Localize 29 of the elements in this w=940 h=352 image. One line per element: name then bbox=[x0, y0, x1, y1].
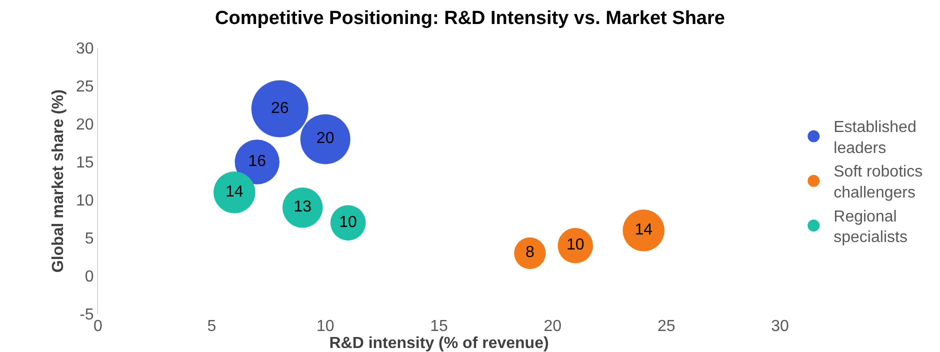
y-tick-label: 5 bbox=[84, 230, 94, 248]
y-axis-title: Global market share (%) bbox=[50, 89, 67, 273]
data-label: 26 bbox=[270, 100, 289, 117]
data-label: 16 bbox=[248, 153, 266, 170]
data-label: 8 bbox=[525, 244, 534, 262]
y-tick-label: 30 bbox=[76, 40, 94, 58]
data-label: 10 bbox=[339, 214, 358, 231]
data-label: 10 bbox=[566, 236, 584, 254]
x-tick-label: 15 bbox=[430, 318, 448, 335]
legend-label: Soft robotics challengers bbox=[834, 164, 923, 202]
data-label: 14 bbox=[226, 183, 244, 200]
y-tick-label: -5 bbox=[80, 306, 94, 324]
x-tick-label: 25 bbox=[657, 318, 676, 335]
data-label: 20 bbox=[316, 130, 334, 148]
y-tick-label: 10 bbox=[76, 192, 94, 210]
x-tick-label: 5 bbox=[207, 318, 216, 335]
y-tick-label: 0 bbox=[84, 268, 94, 286]
y-tick-label: 20 bbox=[76, 116, 94, 134]
chart-title: Competitive Positioning: R&D Intensity vs. Market Share bbox=[215, 8, 725, 29]
legend-label: Established leaders bbox=[834, 119, 916, 157]
x-tick-label: 20 bbox=[544, 318, 562, 335]
x-tick-label: 30 bbox=[771, 318, 789, 335]
x-tick-label: 10 bbox=[316, 318, 334, 335]
data-label: 14 bbox=[634, 221, 653, 238]
y-tick-label: 15 bbox=[76, 154, 94, 172]
x-axis-title: R&D intensity (% of revenue) bbox=[329, 335, 549, 352]
data-label: 13 bbox=[294, 198, 312, 216]
y-tick-label: 25 bbox=[76, 78, 94, 96]
legend-label: Regional specialists bbox=[834, 208, 908, 246]
